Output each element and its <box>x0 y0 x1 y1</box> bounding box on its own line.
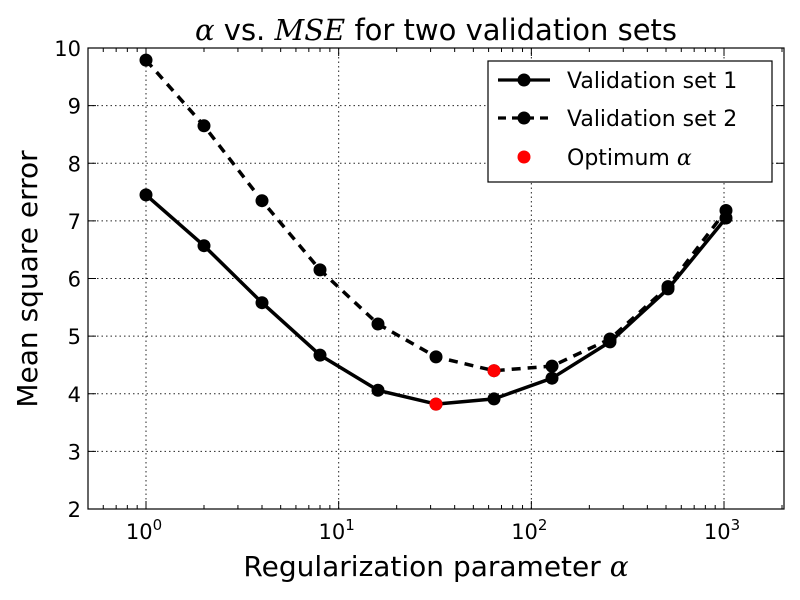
series-1-point <box>197 239 211 253</box>
legend-label-series-2: Validation set 2 <box>567 107 737 132</box>
x-axis-label: Regularization parameter α <box>243 550 628 583</box>
x-tick-exponent: 3 <box>731 516 741 534</box>
series-2-point <box>197 119 211 133</box>
title-vs: vs. <box>215 13 275 47</box>
legend-entry-series-1: Validation set 1 <box>498 69 737 94</box>
legend-label-optimum: Optimum α <box>567 146 692 171</box>
x-tick-exponent: 1 <box>345 516 355 534</box>
y-tick-label: 4 <box>68 383 81 407</box>
series-1-point <box>255 296 269 310</box>
legend-marker-series-1 <box>517 73 531 87</box>
series-2-point <box>255 194 269 208</box>
y-tick-label: 9 <box>68 95 81 119</box>
series-2-point <box>429 350 443 364</box>
y-tick-label: 7 <box>68 210 81 234</box>
title-alpha: α <box>195 13 215 47</box>
legend-entry-optimum: Optimum α <box>517 146 692 171</box>
series-layer <box>139 53 733 411</box>
x-tick-label: 103 <box>704 516 740 544</box>
series-2-point <box>603 332 617 346</box>
series-2-point <box>545 359 559 373</box>
x-tick-base: 10 <box>319 520 346 544</box>
x-tick-label: 102 <box>511 516 547 544</box>
x-tick-label: 101 <box>319 516 355 544</box>
y-tick-label: 10 <box>54 37 81 61</box>
series-1-point <box>545 371 559 385</box>
series-2-point <box>371 317 385 331</box>
x-tick-base: 10 <box>704 520 731 544</box>
y-tick-label: 6 <box>68 268 81 292</box>
x-tick-exponent: 0 <box>153 516 163 534</box>
x-tick-base: 10 <box>126 520 153 544</box>
chart-title: α vs. MSE for two validation sets <box>195 13 677 47</box>
series-2-point <box>139 53 153 67</box>
title-mse: MSE <box>274 13 346 47</box>
y-axis-label: Mean square error <box>11 150 44 408</box>
optimum-point <box>429 397 443 411</box>
x-tick-label: 100 <box>126 516 162 544</box>
y-tick-label: 3 <box>68 440 81 464</box>
legend-label-optimum-alpha: α <box>677 146 692 171</box>
x-tick-exponent: 2 <box>538 516 548 534</box>
series-1-point <box>313 348 327 362</box>
series-2-point <box>661 280 675 294</box>
legend-entry-series-2: Validation set 2 <box>498 107 737 132</box>
title-suffix: for two validation sets <box>345 13 677 47</box>
x-tick-base: 10 <box>511 520 538 544</box>
legend-marker-series-2 <box>517 111 531 125</box>
series-2-point <box>719 204 733 217</box>
y-tick-label: 5 <box>68 325 81 349</box>
legend: Validation set 1 Validation set 2 Optimu… <box>487 60 773 183</box>
optimum-point <box>487 364 501 378</box>
legend-label-optimum-text: Optimum <box>567 146 677 171</box>
series-2-point <box>313 263 327 277</box>
series-1-point <box>371 383 385 397</box>
legend-marker-optimum <box>517 150 531 164</box>
y-tick-label: 2 <box>68 498 81 522</box>
series-1-point <box>487 392 501 406</box>
series-1-point <box>139 188 153 202</box>
x-axis-label-alpha: α <box>610 550 629 583</box>
x-axis-label-text: Regularization parameter <box>243 550 609 583</box>
legend-label-series-1: Validation set 1 <box>567 69 737 94</box>
series-line-1 <box>144 193 728 406</box>
y-tick-label: 8 <box>68 152 81 176</box>
